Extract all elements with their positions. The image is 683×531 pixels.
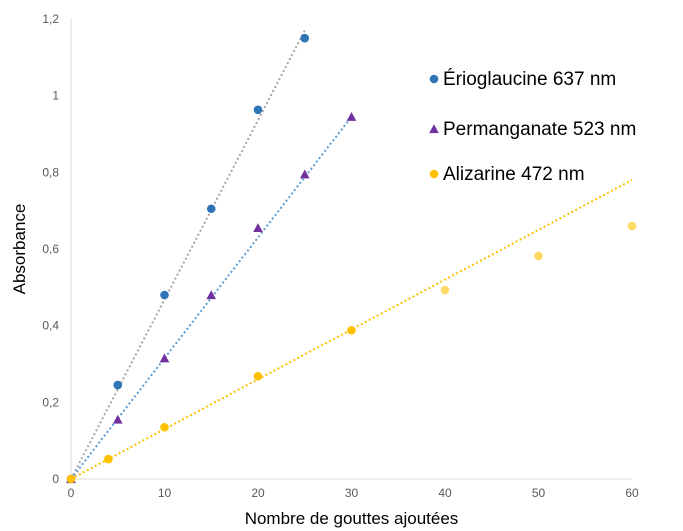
legend-label-0: Érioglaucine 637 nm: [443, 69, 616, 90]
data-points: [66, 33, 637, 484]
x-tick-label: 40: [438, 486, 452, 500]
axes: [70, 19, 632, 480]
data-point-series-2: [160, 422, 169, 432]
data-point-series-2: [253, 371, 263, 381]
data-point-series-1: [206, 290, 217, 300]
y-tick-label: 1,2: [42, 12, 59, 26]
data-point-series-0: [160, 290, 169, 300]
data-point-series-1: [346, 111, 357, 121]
data-point-series-0: [113, 380, 123, 390]
data-point-series-0: [253, 105, 263, 115]
legend-label-1: Permanganate 523 nm: [443, 119, 636, 140]
data-point-series-1: [299, 169, 310, 179]
y-axis-title: Absorbance: [10, 204, 29, 295]
data-point-series-0: [206, 204, 216, 214]
y-tick-label: 0,8: [42, 165, 59, 179]
data-point-series-2: [627, 221, 637, 231]
data-point-series-0: [300, 33, 310, 43]
x-tick-label: 0: [68, 486, 75, 500]
y-tick-labels: 0 0,2 0,4 0,6 0,8 1 1,2: [42, 12, 59, 486]
x-tick-label: 30: [345, 486, 359, 500]
data-point-series-1: [159, 353, 170, 363]
data-point-series-2: [534, 251, 543, 261]
trendline-series-0: [70, 30, 306, 480]
y-tick-label: 0,2: [42, 395, 59, 409]
data-point-series-1: [112, 414, 123, 424]
y-tick-label: 0,6: [42, 242, 59, 256]
trendlines: [70, 30, 633, 480]
legend-marker-2: [429, 169, 439, 179]
data-point-series-2: [347, 325, 356, 335]
x-axis-title: Nombre de gouttes ajoutées: [245, 509, 459, 528]
y-tick-label: 0,4: [42, 319, 59, 333]
legend-marker-0: [429, 74, 439, 84]
x-tick-label: 10: [158, 486, 172, 500]
y-tick-label: 1: [52, 89, 59, 103]
data-point-series-2: [440, 285, 450, 295]
legend-marker-1: [429, 124, 439, 134]
data-point-series-2: [66, 474, 76, 484]
legend: Érioglaucine 637 nm Permanganate 523 nm Al…: [429, 69, 636, 185]
data-point-series-1: [253, 223, 263, 232]
data-point-series-2: [104, 454, 113, 464]
x-tick-label: 50: [532, 486, 546, 500]
x-tick-label: 20: [251, 486, 265, 500]
x-tick-labels: 0 10 20 30 40 50 60: [68, 486, 639, 500]
y-tick-label: 0: [52, 472, 59, 486]
legend-label-2: Alizarine 472 nm: [443, 164, 585, 185]
x-tick-label: 60: [625, 486, 639, 500]
